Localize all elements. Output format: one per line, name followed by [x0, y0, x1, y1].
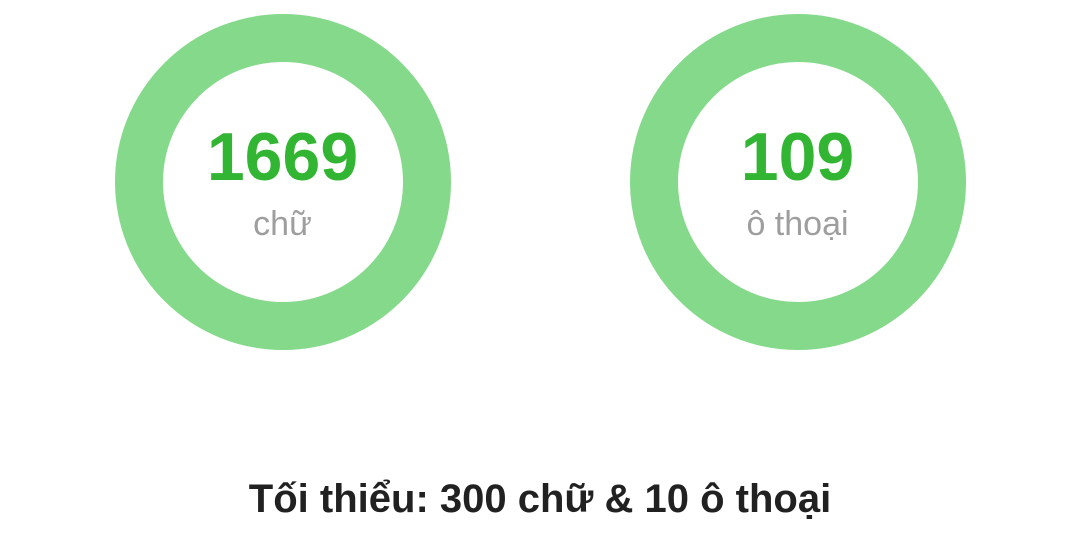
minimum-requirement-note: Tối thiểu: 300 chữ & 10 ô thoại: [248, 477, 832, 521]
counters-row: 1669 chữ 109 ô thoại: [0, 14, 1080, 350]
word-count-label: chữ: [253, 205, 312, 243]
dialogue-count-value: 109: [740, 119, 855, 195]
dialogue-count-ring: 109 ô thoại: [629, 14, 966, 350]
dialogue-count-label: ô thoại: [746, 205, 849, 243]
word-count-value: 1669: [206, 119, 359, 195]
word-count-ring: 1669 chữ: [114, 14, 451, 350]
